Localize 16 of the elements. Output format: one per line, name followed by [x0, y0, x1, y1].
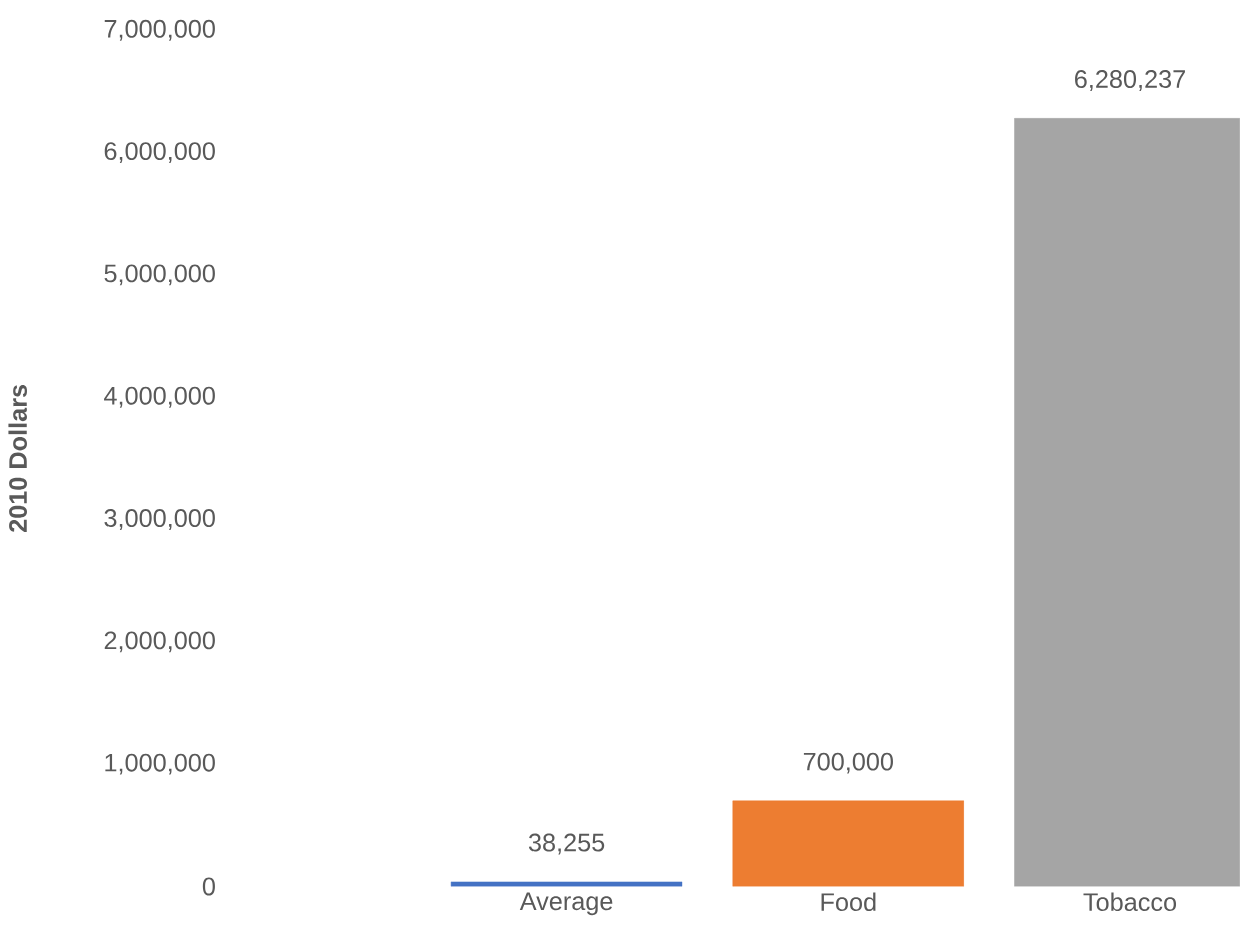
- y-tick-label: 6,000,000: [104, 141, 215, 163]
- x-tick-label: Average: [519, 892, 613, 915]
- y-tick-label: 2,000,000: [104, 631, 215, 653]
- data-label: 700,000: [803, 752, 893, 774]
- y-tick-label: 1,000,000: [105, 753, 215, 775]
- y-axis-title: 2010 Dollars: [8, 384, 27, 532]
- y-tick-label: 7,000,000: [104, 19, 215, 41]
- y-tick-label: 4,000,000: [104, 386, 215, 408]
- y-tick-label: 5,000,000: [104, 264, 215, 286]
- x-tick-label: Tobacco: [1083, 892, 1177, 911]
- y-tick-label: 0: [202, 877, 215, 896]
- data-label: 38,255: [528, 833, 605, 855]
- data-label: 6,280,237: [1075, 69, 1185, 91]
- y-tick-label: 3,000,000: [104, 508, 215, 530]
- bar: [732, 800, 965, 887]
- x-tick-label: Food: [821, 892, 876, 911]
